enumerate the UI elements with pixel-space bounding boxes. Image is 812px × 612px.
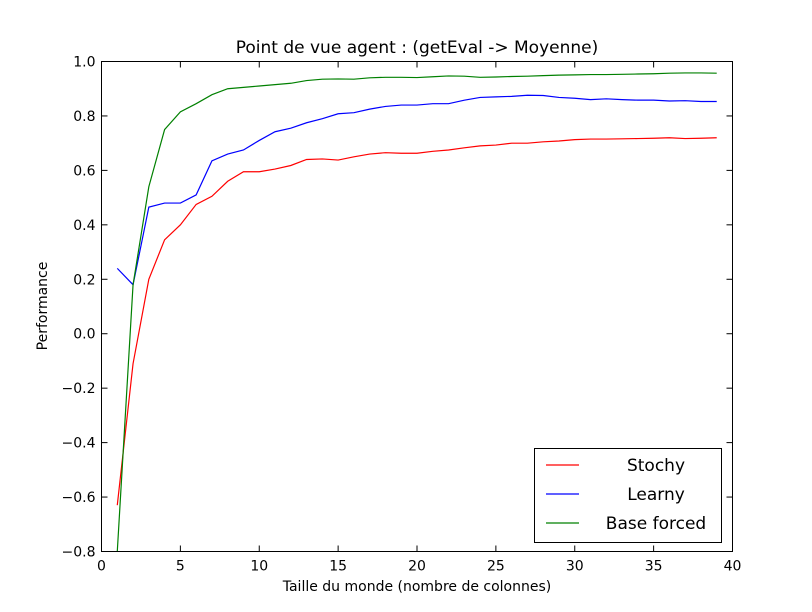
y-tick-label: −0.6	[62, 490, 96, 506]
y-tick-label: 0.6	[73, 163, 95, 179]
series-line-3	[116, 72, 717, 552]
y-axis-label: Performance	[35, 262, 51, 351]
y-tick-label: 0.2	[73, 272, 95, 288]
series-layer	[116, 72, 717, 552]
tick-layer: 0 5 10 15 20 25 30 35 40 −0.8 −0.6 −0.4 −0.2 0.0 0.2 0.…	[62, 55, 742, 575]
x-tick-label: 25	[487, 559, 505, 575]
y-tick-label: 1.0	[73, 55, 95, 71]
series-line-2	[116, 94, 717, 286]
x-tick-label: 35	[645, 559, 663, 575]
x-tick-label: 20	[408, 559, 426, 575]
x-tick-label: 0	[97, 559, 106, 575]
legend-label-2: Learny	[627, 485, 685, 505]
legend-box	[534, 448, 722, 543]
legend-label-3: Base forced	[606, 514, 706, 534]
chart-title: Point de vue agent : (getEval -> Moyenne…	[236, 38, 599, 58]
x-axis-label: Taille du monde (nombre de colonnes)	[282, 579, 552, 595]
y-tick-label: −0.4	[62, 436, 96, 452]
y-tick-label: 0.8	[73, 109, 95, 125]
y-tick-label: −0.8	[62, 545, 96, 561]
x-tick-label: 5	[176, 559, 185, 575]
x-tick-label: 15	[329, 559, 347, 575]
legend: Stochy Learny Base forced	[534, 448, 722, 543]
x-tick-label: 30	[566, 559, 584, 575]
y-tick-label: −0.2	[62, 381, 96, 397]
series-line-1	[116, 137, 717, 506]
y-tick-label: 0.4	[73, 218, 95, 234]
x-tick-label: 10	[250, 559, 268, 575]
x-tick-label: 40	[724, 559, 742, 575]
legend-label-1: Stochy	[627, 456, 685, 476]
y-tick-label: 0.0	[73, 327, 95, 343]
